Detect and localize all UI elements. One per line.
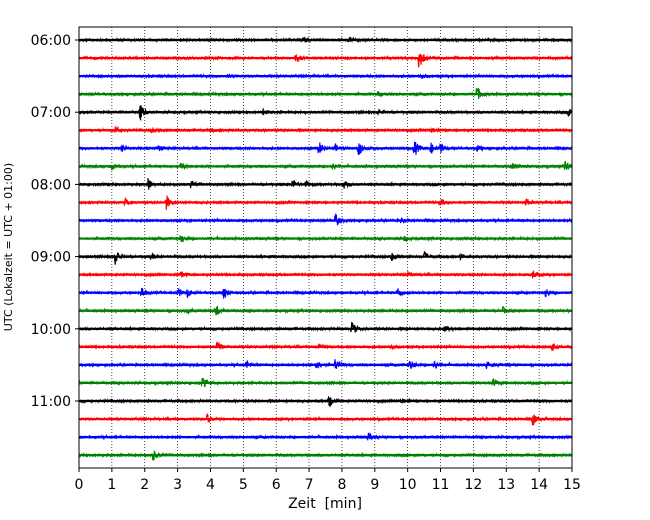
- x-tick-label: 8: [337, 477, 346, 493]
- x-tick-label: 7: [305, 477, 314, 493]
- x-tick-label: 6: [272, 477, 281, 493]
- x-axis-title: Zeit [min]: [288, 496, 362, 512]
- seismic-trace: [78, 53, 573, 68]
- plot-frame: [78, 26, 573, 469]
- x-tick-label: 12: [464, 477, 482, 493]
- x-tick-label: 11: [432, 477, 450, 493]
- y-tick-label: 07:00: [31, 105, 71, 121]
- x-tick-label: 1: [107, 477, 116, 493]
- y-tick-label: 10:00: [31, 322, 71, 338]
- x-axis: 0 1 2 3 4 5 6 7 8 9 10 11 12 13 14 15: [75, 468, 581, 493]
- x-tick-label: 9: [370, 477, 379, 493]
- x-tick-label: 14: [530, 477, 548, 493]
- y-tick-label: 09:00: [31, 250, 71, 266]
- x-tick-label: 10: [399, 477, 417, 493]
- x-tick-label: 0: [75, 477, 84, 493]
- y-tick-label: 11:00: [31, 394, 71, 410]
- x-tick-label: 5: [239, 477, 248, 493]
- seismic-trace: [78, 321, 573, 333]
- x-tick-label: 15: [563, 477, 581, 493]
- y-axis-title: UTC (Lokalzeit = UTC + 01:00): [2, 163, 15, 331]
- seismic-trace: [78, 251, 573, 265]
- y-tick-label: 08:00: [31, 177, 71, 193]
- x-tick-label: 3: [173, 477, 182, 493]
- x-tick-label: 13: [497, 477, 515, 493]
- y-tick-label: 06:00: [31, 33, 71, 49]
- x-tick-label: 2: [140, 477, 149, 493]
- trace-group: [78, 36, 573, 461]
- y-axis: 06:00 07:00 08:00 09:00 10:00 11:00: [31, 33, 79, 410]
- x-tick-label: 4: [206, 477, 215, 493]
